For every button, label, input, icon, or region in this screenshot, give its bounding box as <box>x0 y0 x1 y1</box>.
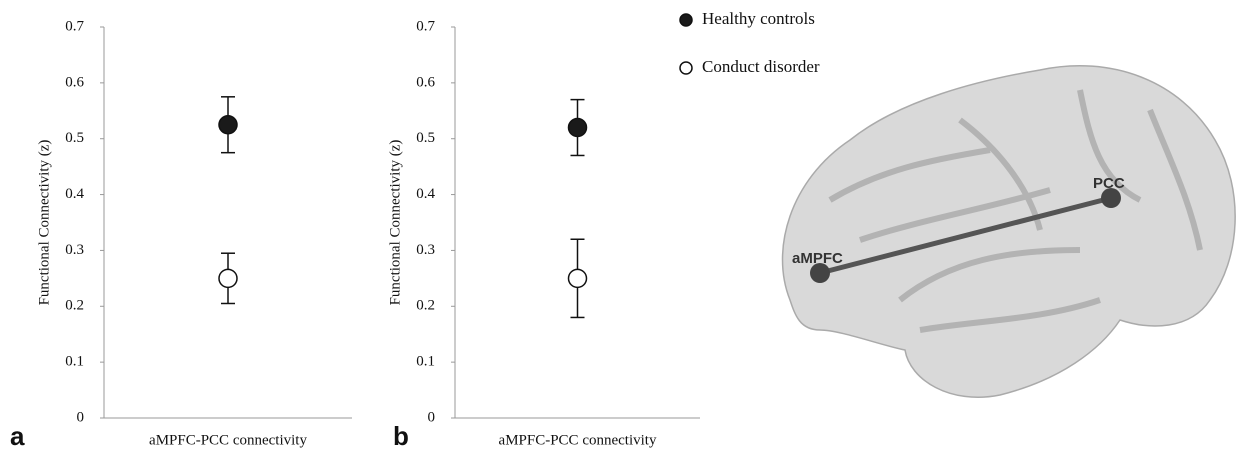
y-tick-label: 0.2 <box>65 298 84 314</box>
y-tick-label: 0.6 <box>65 74 84 90</box>
node-label: PCC <box>1093 175 1125 192</box>
x-tick-label: aMPFC-PCC connectivity <box>149 432 307 448</box>
y-tick-label: 0.3 <box>65 242 84 258</box>
brain-outline <box>781 65 1236 398</box>
y-tick-label: 0 <box>428 409 436 425</box>
x-tick-label: aMPFC-PCC connectivity <box>499 432 657 448</box>
y-axis-title: Functional Connectivity (z) <box>36 140 52 306</box>
point <box>218 268 238 289</box>
y-tick-label: 0.4 <box>65 186 84 202</box>
node-label: aMPFC <box>792 250 843 267</box>
legend-marker <box>679 13 693 27</box>
point <box>567 268 588 289</box>
y-tick-label: 0.7 <box>65 18 84 34</box>
y-tick-label: 0.5 <box>416 130 435 146</box>
y-tick-label: 0.5 <box>65 130 84 146</box>
panel-label: a <box>10 421 25 451</box>
y-tick-label: 0.4 <box>416 186 435 202</box>
y-tick-label: 0 <box>77 409 85 425</box>
y-axis-title: Functional Connectivity (z) <box>387 140 403 306</box>
brain-node <box>1101 188 1121 208</box>
legend-label: Healthy controls <box>702 9 815 28</box>
legend-marker <box>679 61 693 75</box>
legend-label: Conduct disorder <box>702 57 820 76</box>
y-tick-label: 0.3 <box>416 242 435 258</box>
y-tick-label: 0.1 <box>416 354 435 370</box>
brain-gyri <box>828 89 1203 333</box>
y-tick-label: 0.2 <box>416 298 435 314</box>
point <box>567 117 588 138</box>
y-tick-label: 0.7 <box>416 18 435 34</box>
panel-label: b <box>393 421 409 451</box>
point <box>218 115 238 135</box>
y-tick-label: 0.6 <box>416 74 435 90</box>
connection <box>819 195 1112 276</box>
brain-node <box>810 263 830 283</box>
y-tick-label: 0.1 <box>65 354 84 370</box>
brain-illustration: aMPFC PCC <box>781 65 1236 398</box>
